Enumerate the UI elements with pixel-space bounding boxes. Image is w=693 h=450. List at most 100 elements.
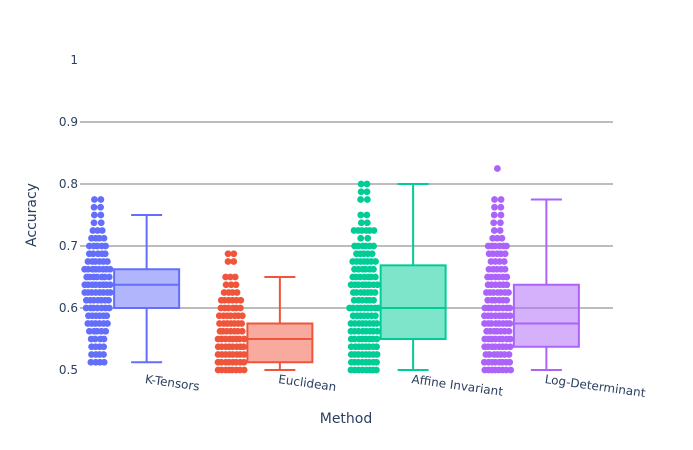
data-point (497, 196, 505, 203)
data-point (230, 250, 238, 258)
data-point (97, 196, 105, 203)
data-point (237, 296, 245, 304)
x-axis-ticks: K-Tensors Euclidean Affine Invariant Log-De… (144, 372, 646, 400)
box (246, 276, 314, 371)
data-point (100, 358, 108, 366)
data-point (104, 320, 111, 327)
data-point (97, 203, 104, 211)
data-point (238, 312, 246, 320)
data-point (106, 265, 114, 273)
data-point (227, 281, 235, 289)
data-point (373, 358, 380, 366)
data-point (102, 327, 110, 335)
data-point (100, 234, 108, 242)
data-point (503, 296, 511, 304)
data-point (370, 242, 378, 250)
data-point (100, 351, 107, 358)
data-point (87, 358, 95, 366)
data-point (363, 211, 371, 219)
data-point (370, 265, 377, 273)
iqr-box (113, 268, 181, 309)
x-axis-title: Method (320, 411, 373, 427)
data-point (90, 219, 98, 227)
y-tick-label: 0.6 (59, 301, 78, 315)
x-tick-label: Log-Determinant (544, 372, 647, 400)
data-point (222, 281, 230, 289)
data-point (357, 196, 365, 203)
iqr-box (246, 322, 314, 364)
data-point (90, 211, 98, 219)
data-point (233, 289, 241, 296)
data-point (91, 335, 99, 343)
trace-euclidean (214, 250, 314, 374)
data-point (503, 281, 511, 289)
data-point (97, 219, 105, 227)
data-point (105, 296, 112, 304)
data-point (497, 203, 505, 211)
data-point (486, 351, 493, 358)
data-point (496, 227, 504, 234)
data-point (103, 312, 111, 320)
data-point (363, 188, 371, 196)
data-point (224, 250, 232, 258)
data-point (238, 320, 246, 327)
box (113, 214, 181, 364)
data-point (373, 366, 380, 374)
points (480, 165, 515, 374)
data-point (98, 227, 106, 234)
data-point (230, 258, 238, 265)
data-point (506, 358, 514, 366)
data-point (506, 320, 514, 327)
data-point (373, 343, 380, 351)
data-point (507, 366, 515, 374)
data-point (373, 281, 381, 289)
data-point (497, 211, 505, 219)
data-point (240, 358, 248, 366)
data-point (357, 211, 365, 219)
data-point (357, 234, 365, 242)
data-point (373, 335, 381, 343)
data-point (100, 343, 108, 351)
y-tick-label: 0.8 (59, 177, 78, 191)
iqr-box (512, 283, 580, 348)
data-point (222, 273, 230, 281)
data-point (240, 335, 248, 343)
box (512, 198, 580, 371)
data-point (506, 312, 514, 320)
x-tick-label: Euclidean (277, 372, 337, 394)
data-point (490, 211, 498, 219)
data-point (505, 327, 513, 335)
y-tick-label: 0.9 (59, 115, 78, 129)
data-point (505, 289, 512, 296)
data-point (373, 351, 381, 358)
y-tick-label: 0.5 (59, 363, 78, 377)
data-point (105, 273, 113, 281)
data-point (501, 265, 509, 273)
data-point (227, 273, 234, 281)
data-point (500, 258, 508, 265)
data-point (496, 258, 503, 265)
data-point (97, 211, 105, 219)
data-point (491, 203, 498, 211)
points (81, 196, 114, 366)
box (379, 183, 447, 371)
data-point (491, 196, 498, 203)
data-point (493, 234, 501, 242)
points (214, 250, 248, 374)
data-point (357, 180, 365, 188)
data-point (363, 180, 371, 188)
y-axis-title: Accuracy (24, 183, 40, 247)
trace-k-tensors (81, 196, 181, 366)
x-tick-label: K-Tensors (144, 372, 200, 394)
data-point (506, 335, 514, 343)
data-point (364, 234, 372, 242)
data-point (370, 227, 378, 234)
data-point (89, 250, 97, 258)
data-point (498, 234, 506, 242)
data-point (490, 227, 498, 234)
data-point (373, 320, 381, 327)
data-point (240, 343, 247, 351)
data-point (370, 296, 377, 304)
data-point (363, 219, 371, 227)
